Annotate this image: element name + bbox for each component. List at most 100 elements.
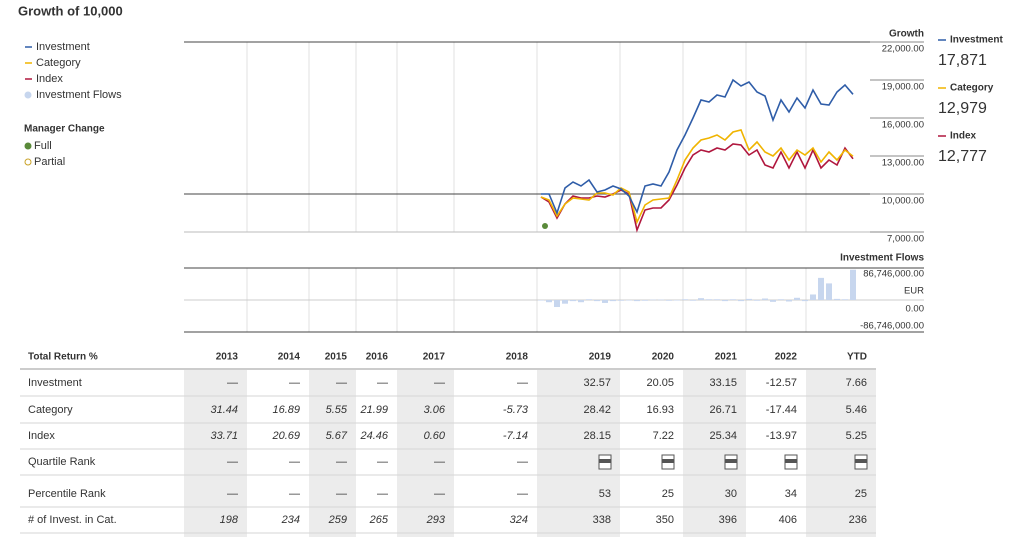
- flow-bar: [762, 298, 768, 300]
- table-cell: —: [434, 456, 445, 468]
- table-cell: —: [517, 456, 528, 468]
- table-header: 2013: [216, 352, 239, 363]
- table-cell: 406: [779, 514, 797, 526]
- quartile-fill: [662, 459, 674, 463]
- table-cell: 259: [328, 514, 347, 526]
- table-header: 2018: [506, 352, 529, 363]
- column-shade: [397, 370, 454, 537]
- flow-bar: [546, 300, 552, 303]
- table-cell: 25.34: [709, 430, 737, 442]
- y-axis-label: EUR: [904, 286, 924, 297]
- flow-bar: [802, 300, 808, 302]
- flow-bar: [842, 299, 848, 300]
- table-cell: 24.46: [359, 430, 388, 442]
- quartile-fill: [855, 459, 867, 463]
- table-cell: 32.57: [583, 377, 611, 389]
- flow-bar: [538, 300, 544, 301]
- table-header: 2015: [325, 352, 348, 363]
- flow-bar: [586, 299, 592, 300]
- legend-label: Investment: [950, 35, 1003, 46]
- row-label: Category: [28, 404, 73, 416]
- table-cell: 25: [662, 488, 674, 500]
- flow-bar: [714, 299, 720, 300]
- table-header: 2022: [775, 352, 798, 363]
- table-cell: —: [227, 488, 238, 500]
- legend-label: Category: [950, 83, 994, 94]
- table-cell: 30: [725, 488, 737, 500]
- table-cell: —: [517, 377, 528, 389]
- flow-bar: [650, 299, 656, 301]
- table-cell: 16.89: [272, 404, 300, 416]
- flow-bar: [730, 299, 736, 300]
- table-cell: 33.71: [210, 430, 238, 442]
- table-cell: —: [227, 456, 238, 468]
- end-value: 12,979: [938, 100, 987, 117]
- table-cell: —: [227, 377, 238, 389]
- y-tick-label: -86,746,000.00: [860, 321, 924, 332]
- flow-bar: [810, 294, 816, 300]
- legend-label: Investment Flows: [36, 89, 122, 101]
- table-cell: —: [289, 377, 300, 389]
- quartile-fill: [599, 459, 611, 463]
- flow-bar: [794, 297, 800, 300]
- table-cell: 25: [855, 488, 867, 500]
- row-label: Investment: [28, 377, 82, 389]
- table-cell: 20.69: [271, 430, 300, 442]
- table-cell: -5.73: [503, 404, 529, 416]
- table-cell: —: [434, 488, 445, 500]
- flow-bar: [706, 299, 712, 300]
- flow-bar: [818, 277, 824, 300]
- table-cell: 34: [785, 488, 797, 500]
- flow-bar: [754, 300, 760, 301]
- flow-bar: [658, 299, 664, 301]
- table-cell: 28.15: [583, 430, 611, 442]
- table-header: 2020: [652, 352, 675, 363]
- legend-glyph: [24, 91, 32, 99]
- table-cell: 31.44: [210, 404, 238, 416]
- table-cell: 5.67: [326, 430, 348, 442]
- table-cell: 16.93: [646, 404, 674, 416]
- table-cell: 338: [593, 514, 611, 526]
- flow-bar: [834, 298, 840, 300]
- table-cell: —: [289, 456, 300, 468]
- flow-bar: [570, 300, 576, 302]
- table-cell: —: [377, 456, 388, 468]
- flow-bar: [618, 300, 624, 301]
- table-cell: 265: [369, 514, 389, 526]
- row-label: # of Invest. in Cat.: [28, 514, 117, 526]
- series-line: [540, 129, 854, 225]
- flow-bar: [562, 300, 568, 304]
- quartile-fill: [785, 459, 797, 463]
- end-value: 17,871: [938, 52, 987, 69]
- end-value: 12,777: [938, 148, 987, 165]
- table-header: 2014: [278, 352, 301, 363]
- flow-bar: [578, 300, 584, 303]
- table-header: Total Return %: [28, 352, 98, 363]
- page-title: Growth of 10,000: [18, 3, 123, 18]
- flow-bar: [850, 269, 856, 300]
- table-cell: 234: [281, 514, 300, 526]
- marker-label: Partial: [34, 156, 65, 168]
- table-cell: 324: [510, 514, 528, 526]
- table-cell: -13.97: [766, 430, 797, 442]
- table-cell: 293: [426, 514, 446, 526]
- row-label: Percentile Rank: [28, 488, 106, 500]
- y-tick-label: 7,000.00: [887, 234, 924, 245]
- table-cell: 5.55: [326, 404, 348, 416]
- table-cell: 20.05: [646, 377, 674, 389]
- flow-bar: [610, 300, 616, 302]
- series-line: [541, 78, 854, 216]
- table-cell: —: [336, 456, 347, 468]
- column-shade: [683, 370, 746, 537]
- manager-change-title: Manager Change: [24, 124, 105, 135]
- y-axis-label: Growth: [889, 29, 924, 40]
- table-header: YTD: [847, 352, 867, 363]
- y-tick-label: 86,746,000.00: [863, 269, 924, 280]
- table-cell: 53: [599, 488, 611, 500]
- table-header: 2021: [715, 352, 738, 363]
- table-cell: 350: [656, 514, 674, 526]
- flow-bar: [634, 300, 640, 302]
- flow-bar: [626, 300, 632, 301]
- y-tick-label: 0.00: [906, 304, 925, 315]
- flow-bar: [746, 298, 752, 300]
